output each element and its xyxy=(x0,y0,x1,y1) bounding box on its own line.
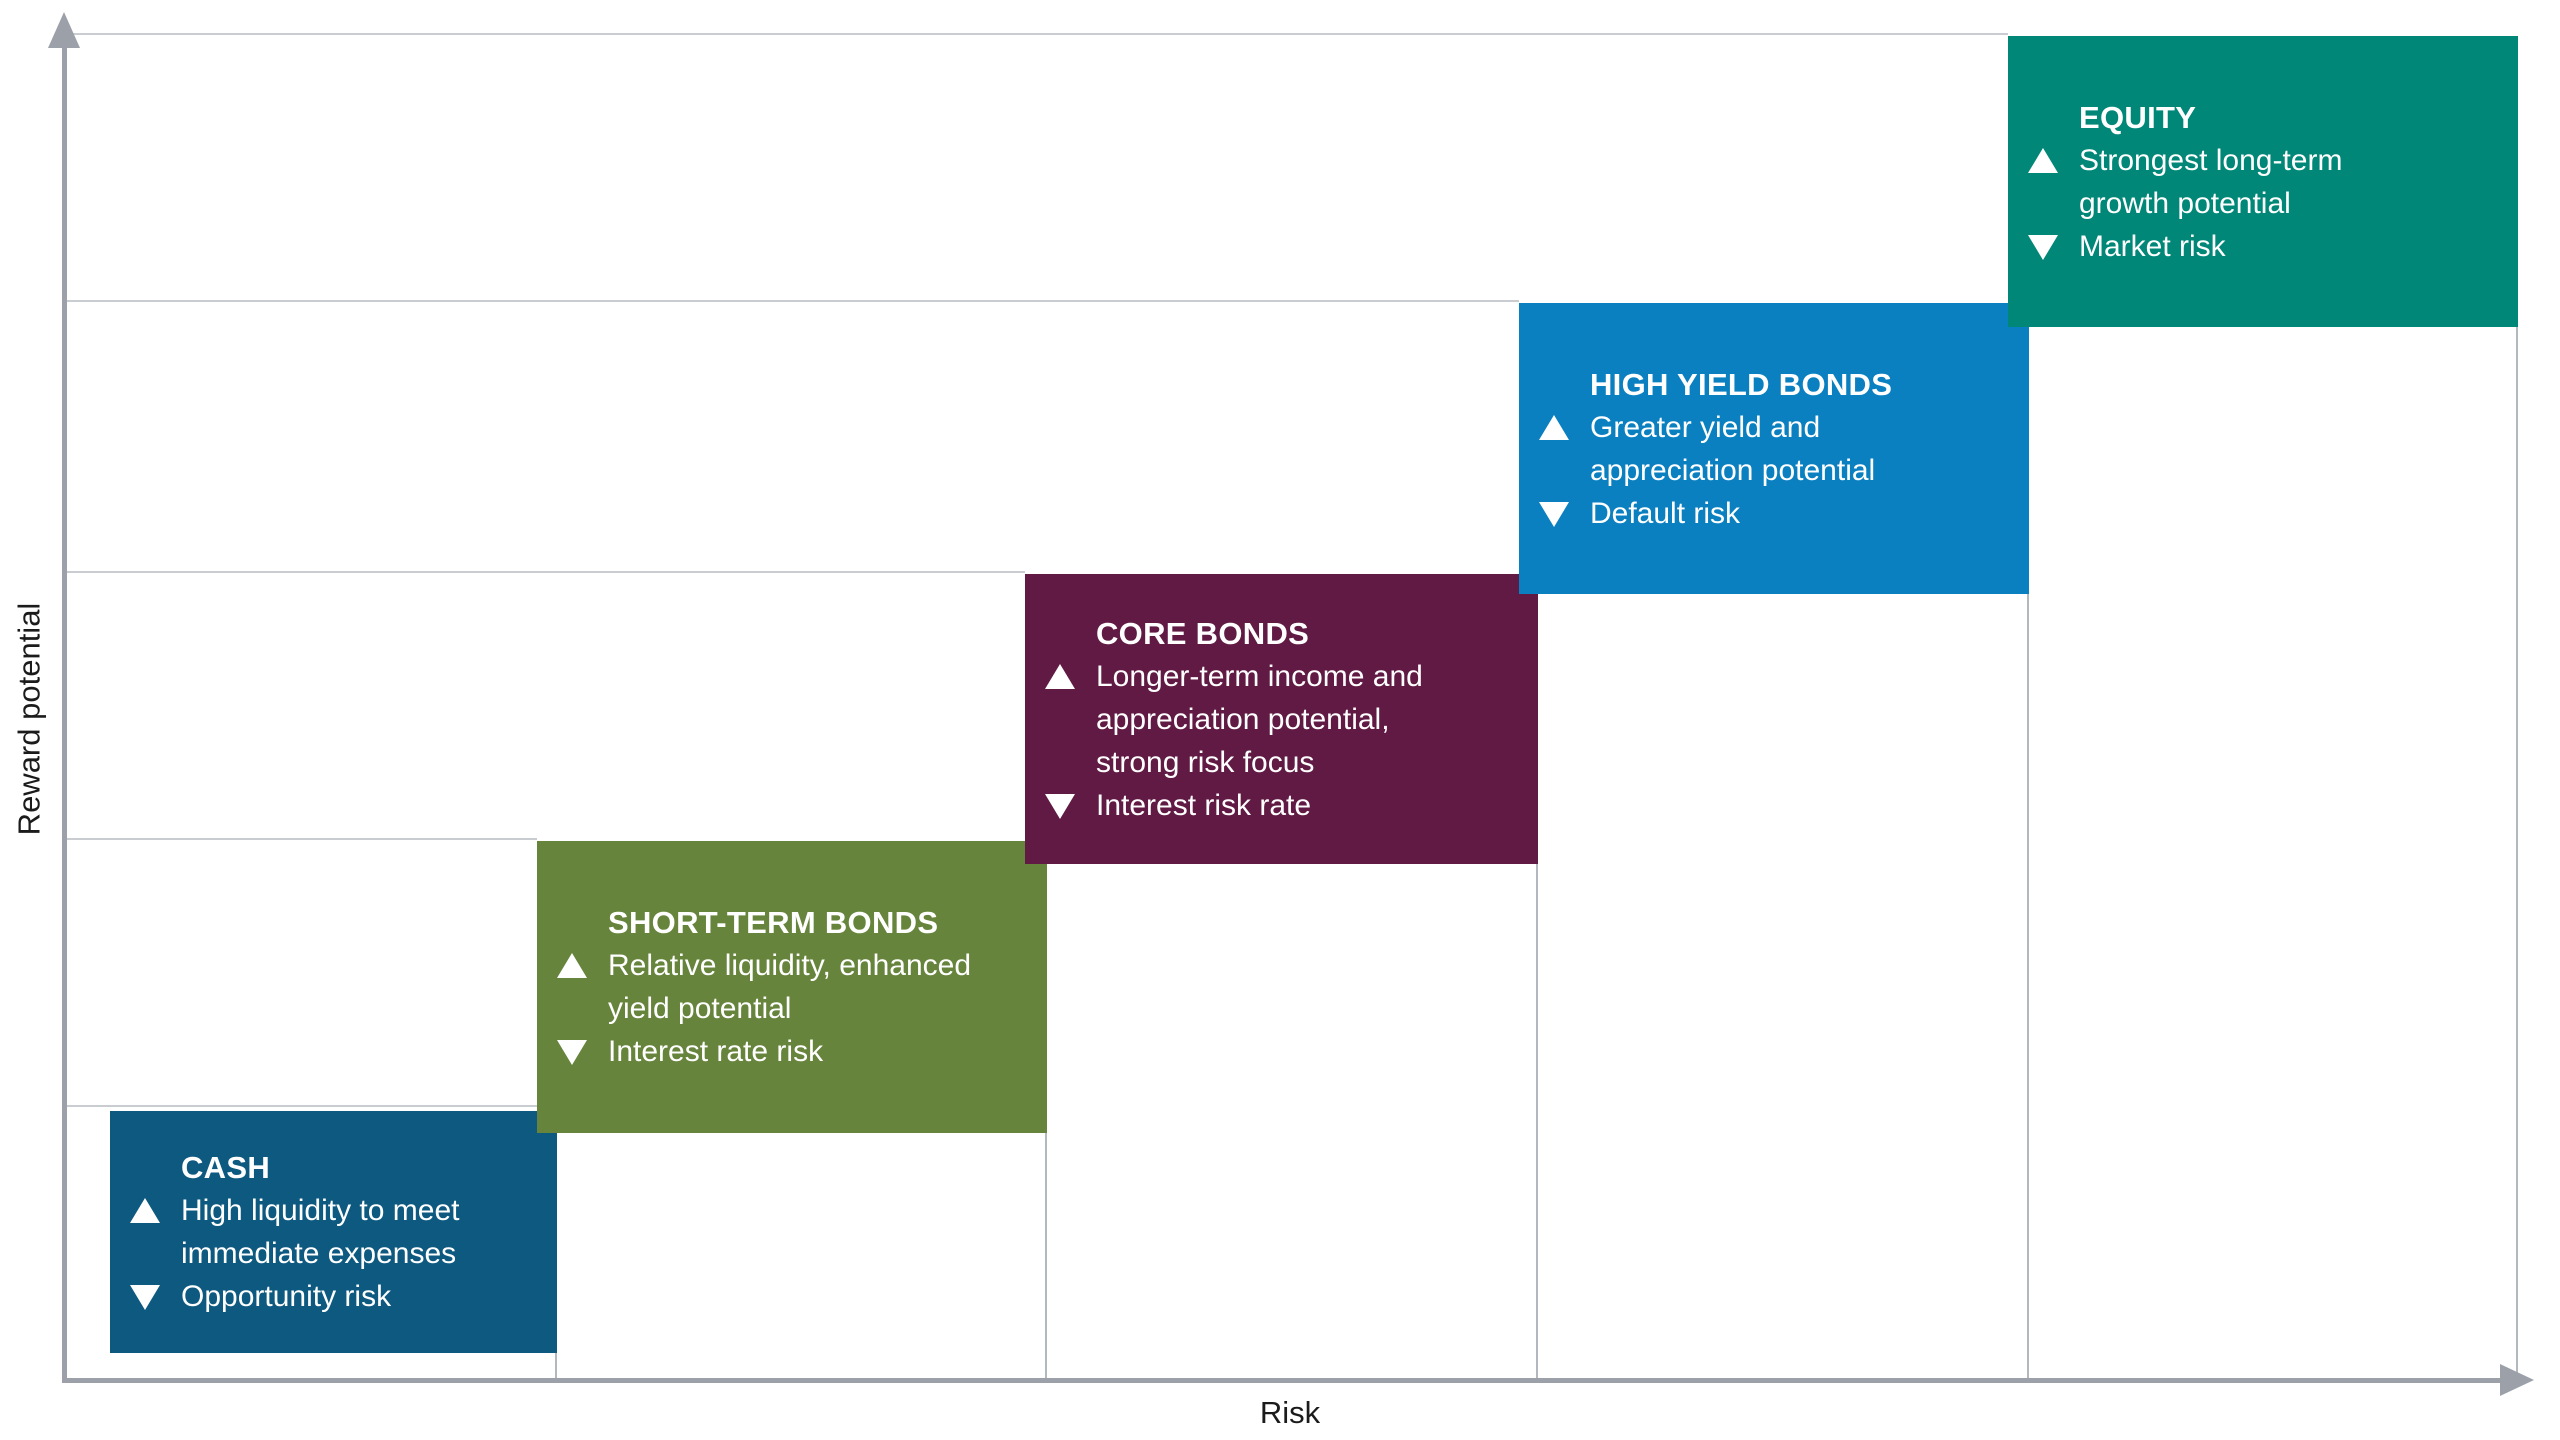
asset-advantage-text: Greater yield and appreciation potential xyxy=(1590,410,1876,487)
gridline-core-bonds-top xyxy=(67,571,1025,573)
asset-box-title: HIGH YIELD BONDS xyxy=(1590,366,1893,402)
asset-risk-text: Default risk xyxy=(1590,496,1741,530)
gridline-cash-top xyxy=(67,1105,537,1107)
asset-box-cash: CASH High liquidity to meet immediate ex… xyxy=(110,1111,557,1353)
asset-advantage-row: High liquidity to meet immediate expense… xyxy=(130,1189,557,1275)
x-axis-line xyxy=(62,1378,2508,1383)
asset-box-high-yield-bonds: HIGH YIELD BONDS Greater yield and appre… xyxy=(1519,303,2029,594)
asset-advantage-row: Greater yield and appreciation potential xyxy=(1539,406,2029,492)
asset-risk-text: Interest risk rate xyxy=(1096,788,1312,822)
triangle-down-icon xyxy=(2028,234,2058,260)
x-axis-label: Risk xyxy=(1259,1395,1321,1430)
asset-risk-row: Opportunity risk xyxy=(130,1275,557,1318)
asset-box-title: CORE BONDS xyxy=(1096,615,1310,651)
asset-box-core-bonds: CORE BONDS Longer-term income and apprec… xyxy=(1025,574,1538,864)
triangle-up-icon xyxy=(557,953,587,978)
dropline-cash xyxy=(555,1353,557,1380)
asset-box-title: SHORT-TERM BONDS xyxy=(608,905,939,940)
asset-advantage-row: Strongest long-term growth potential xyxy=(2028,139,2518,225)
asset-advantage-row: Longer-term income and appreciation pote… xyxy=(1045,655,1538,784)
dropline-core-bonds xyxy=(1536,864,1538,1380)
asset-risk-text: Opportunity risk xyxy=(181,1280,392,1313)
dropline-high-yield-bonds xyxy=(2027,594,2029,1380)
triangle-down-icon xyxy=(1539,501,1569,527)
asset-risk-text: Interest rate risk xyxy=(608,1035,824,1068)
gridline-short-term-bonds-top xyxy=(67,838,537,840)
asset-risk-text: Market risk xyxy=(2079,229,2226,263)
asset-advantage-text: Strongest long-term growth potential xyxy=(2079,143,2343,220)
triangle-down-icon xyxy=(1045,793,1075,819)
asset-box-short-term-bonds: SHORT-TERM BONDS Relative liquidity, enh… xyxy=(537,841,1047,1133)
asset-risk-row: Interest rate risk xyxy=(557,1030,1047,1073)
gridline-high-yield-bonds-top xyxy=(67,300,1519,302)
asset-advantage-text: High liquidity to meet immediate expense… xyxy=(181,1194,460,1270)
asset-box-equity: EQUITY Strongest long-term growth potent… xyxy=(2008,36,2518,327)
triangle-down-icon xyxy=(557,1040,587,1065)
asset-risk-row: Market risk xyxy=(2028,225,2518,268)
triangle-up-icon xyxy=(1539,414,1569,440)
asset-advantage-row: Relative liquidity, enhanced yield poten… xyxy=(557,944,1047,1030)
triangle-up-icon xyxy=(2028,147,2058,173)
asset-risk-row: Default risk xyxy=(1539,492,2029,535)
triangle-up-icon xyxy=(130,1198,160,1223)
asset-box-title: EQUITY xyxy=(2079,99,2197,135)
asset-advantage-text: Relative liquidity, enhanced yield poten… xyxy=(608,949,972,1025)
gridline-equity-top xyxy=(67,33,2008,35)
asset-box-title: CASH xyxy=(181,1150,271,1185)
asset-advantage-text: Longer-term income and appreciation pote… xyxy=(1096,659,1423,779)
y-axis-line xyxy=(62,26,67,1383)
dropline-short-term-bonds xyxy=(1045,1133,1047,1380)
dropline-equity xyxy=(2516,327,2518,1380)
triangle-up-icon xyxy=(1045,663,1075,689)
asset-risk-row: Interest risk rate xyxy=(1045,784,1538,827)
y-axis-label: Reward potential xyxy=(11,602,47,836)
triangle-down-icon xyxy=(130,1285,160,1310)
y-axis-arrow-icon xyxy=(48,12,80,48)
x-axis-arrow-icon xyxy=(2500,1364,2534,1396)
